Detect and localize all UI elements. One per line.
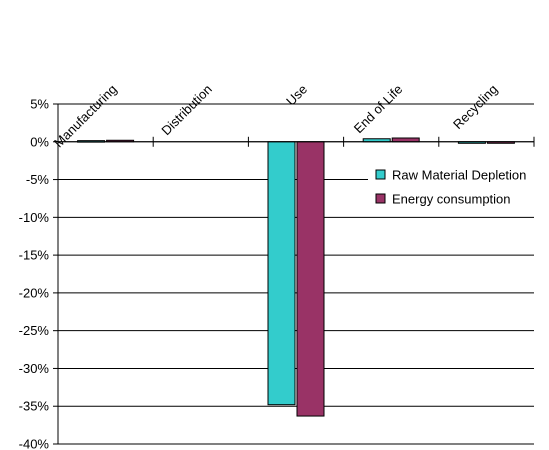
axes [53, 103, 535, 445]
y-tick-label: -20% [19, 285, 50, 300]
legend: Raw Material Depletion Energy consumption [368, 158, 539, 212]
legend-swatch [375, 193, 386, 204]
y-tick-labels: 5% 0% -5% -10% -15% -20% -25% -30% -35% -40% [19, 97, 50, 450]
legend-label: Energy consumption [392, 192, 511, 207]
legend-swatch [375, 169, 386, 180]
y-tick-label: -10% [19, 210, 50, 225]
bar [267, 141, 296, 406]
legend-label: Raw Material Depletion [392, 168, 526, 183]
category-label: Distribution [158, 82, 215, 139]
y-tick-label: 0% [30, 134, 49, 149]
bars [77, 137, 515, 417]
y-tick-label: -30% [19, 361, 50, 376]
y-tick-label: -25% [19, 323, 50, 338]
gridlines [58, 103, 534, 445]
category-label: End of Life [351, 82, 406, 137]
category-label: Recycling [450, 82, 500, 132]
bar [391, 137, 420, 143]
y-tick-label: -5% [26, 172, 50, 187]
y-tick-label: -40% [19, 437, 50, 450]
legend-box [368, 158, 539, 212]
y-tick-label: -15% [19, 248, 50, 263]
y-tick-label: -35% [19, 399, 50, 414]
bar [296, 141, 325, 417]
y-tick-label: 5% [30, 97, 49, 112]
